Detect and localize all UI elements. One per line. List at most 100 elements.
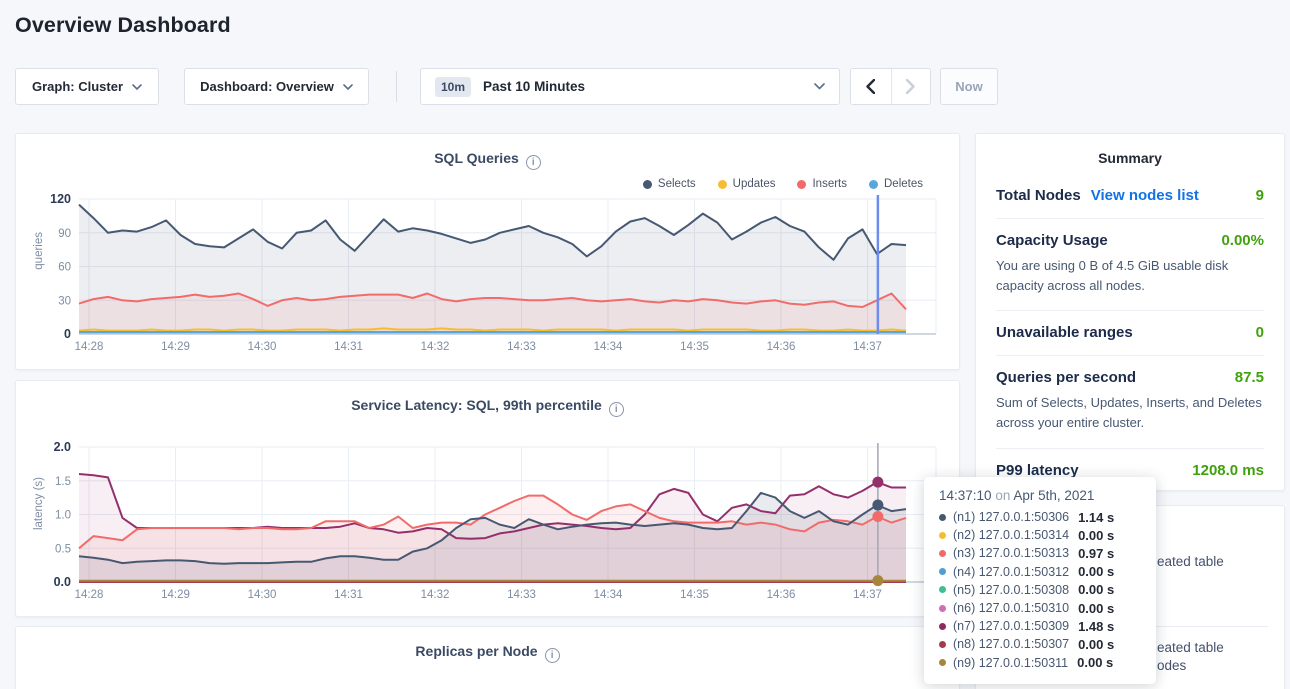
tooltip-node-value: 0.97 s <box>1078 546 1114 561</box>
summary-value: 0 <box>1256 324 1264 341</box>
svg-text:14:34: 14:34 <box>594 341 623 353</box>
sql-queries-card: SQL Queriesi SelectsUpdatesInsertsDelete… <box>15 133 960 370</box>
tooltip-node-value: 1.14 s <box>1078 510 1114 525</box>
svg-text:0.0: 0.0 <box>54 575 71 589</box>
summary-panel: Summary Total Nodes View nodes list 9 Ca… <box>975 133 1285 491</box>
svg-text:14:32: 14:32 <box>421 589 450 601</box>
svg-text:14:34: 14:34 <box>594 589 623 601</box>
tooltip-node-value: 1.48 s <box>1078 619 1114 634</box>
info-icon[interactable]: i <box>545 648 560 663</box>
tooltip-node-label: (n1) 127.0.0.1:50306 <box>953 510 1069 524</box>
time-range-label: Past 10 Minutes <box>483 79 802 94</box>
tooltip-row: (n8) 127.0.0.1:50307 0.00 s <box>939 635 1141 653</box>
tooltip-row: (n2) 127.0.0.1:50314 0.00 s <box>939 526 1141 544</box>
svg-text:0.5: 0.5 <box>55 543 71 555</box>
graph-dropdown[interactable]: Graph: Cluster <box>15 68 159 105</box>
svg-text:60: 60 <box>58 262 71 274</box>
svg-text:14:35: 14:35 <box>680 589 709 601</box>
svg-text:14:30: 14:30 <box>248 341 277 353</box>
tooltip-node-value: 0.00 s <box>1078 564 1114 579</box>
svg-text:120: 120 <box>50 192 71 206</box>
time-range-badge: 10m <box>435 77 471 97</box>
summary-queries-per-second: Queries per second 87.5 Sum of Selects, … <box>996 356 1264 448</box>
summary-unavailable-ranges: Unavailable ranges 0 <box>996 311 1264 356</box>
sql-queries-chart[interactable]: 14:2814:2914:3014:3114:3214:3314:3414:35… <box>16 134 959 366</box>
tooltip-row: (n4) 127.0.0.1:50312 0.00 s <box>939 563 1141 581</box>
series-dot <box>939 605 946 612</box>
svg-text:14:33: 14:33 <box>507 589 536 601</box>
page-title: Overview Dashboard <box>15 13 231 38</box>
summary-label: Unavailable ranges <box>996 324 1133 341</box>
chevron-down-icon <box>132 84 142 90</box>
summary-value: 87.5 <box>1235 369 1264 386</box>
svg-text:14:37: 14:37 <box>853 341 882 353</box>
svg-text:14:29: 14:29 <box>161 341 190 353</box>
tooltip-node-value: 0.00 s <box>1078 528 1114 543</box>
tooltip-timestamp: 14:37:10 on Apr 5th, 2021 <box>939 488 1141 503</box>
tooltip-node-value: 0.00 s <box>1077 655 1113 670</box>
tooltip-node-label: (n8) 127.0.0.1:50307 <box>953 637 1069 651</box>
chevron-left-icon <box>866 79 875 94</box>
tooltip-node-value: 0.00 s <box>1078 582 1114 597</box>
tooltip-row: (n5) 127.0.0.1:50308 0.00 s <box>939 581 1141 599</box>
tooltip-node-label: (n2) 127.0.0.1:50314 <box>953 528 1069 542</box>
svg-text:14:31: 14:31 <box>334 341 363 353</box>
series-dot <box>939 586 946 593</box>
summary-label: Capacity Usage <box>996 232 1108 249</box>
controls-divider <box>396 71 397 102</box>
svg-text:14:29: 14:29 <box>161 589 190 601</box>
time-prev-button[interactable] <box>851 69 891 104</box>
svg-text:14:32: 14:32 <box>421 341 450 353</box>
svg-text:14:36: 14:36 <box>767 589 796 601</box>
replicas-per-node-card: Replicas per Nodei <box>15 626 960 689</box>
tooltip-node-label: (n9) 127.0.0.1:50311 <box>953 656 1068 670</box>
now-button[interactable]: Now <box>940 68 998 105</box>
series-dot <box>939 568 946 575</box>
tooltip-row: (n3) 127.0.0.1:503130.97 s <box>939 544 1141 562</box>
time-range-picker[interactable]: 10m Past 10 Minutes <box>420 68 840 105</box>
tooltip-row: (n9) 127.0.0.1:50311 0.00 s <box>939 654 1141 672</box>
service-latency-chart[interactable]: 14:28 14:29 14:30 14:31 14:32 14:33 14:34 14:35… <box>16 381 959 613</box>
svg-text:14:30: 14:30 <box>248 589 277 601</box>
summary-value: 0.00% <box>1221 232 1264 249</box>
svg-text:14:31: 14:31 <box>334 589 363 601</box>
svg-text:90: 90 <box>58 228 71 240</box>
svg-text:2.0: 2.0 <box>54 440 71 454</box>
chart-hover-tooltip: 14:37:10 on Apr 5th, 2021 (n1) 127.0.0.1… <box>924 477 1156 684</box>
tooltip-node-label: (n5) 127.0.0.1:50308 <box>953 583 1069 597</box>
chevron-down-icon <box>814 83 825 90</box>
summary-description: You are using 0 B of 4.5 GiB usable disk… <box>996 256 1264 296</box>
series-dot <box>939 641 946 648</box>
series-dot <box>939 550 946 557</box>
svg-text:14:28: 14:28 <box>75 589 104 601</box>
series-dot <box>939 659 946 666</box>
svg-text:14:36: 14:36 <box>767 341 796 353</box>
dashboard-dropdown-label: Dashboard: Overview <box>200 79 334 94</box>
summary-description: Sum of Selects, Updates, Inserts, and De… <box>996 393 1264 433</box>
graph-dropdown-label: Graph: Cluster <box>32 79 123 94</box>
service-latency-card: Service Latency: SQL, 99th percentilei l… <box>15 380 960 617</box>
tooltip-node-label: (n4) 127.0.0.1:50312 <box>953 565 1069 579</box>
event-text-fragment: eated table <box>1157 640 1224 655</box>
time-shift-buttons <box>850 68 931 105</box>
view-nodes-list-link[interactable]: View nodes list <box>1091 187 1199 204</box>
summary-value: 1208.0 ms <box>1192 462 1264 479</box>
chevron-right-icon <box>906 79 915 94</box>
series-dot <box>939 532 946 539</box>
time-next-button[interactable] <box>891 69 931 104</box>
tooltip-node-label: (n7) 127.0.0.1:50309 <box>953 619 1069 633</box>
dashboard-dropdown[interactable]: Dashboard: Overview <box>184 68 369 105</box>
summary-title: Summary <box>996 150 1264 166</box>
svg-text:1.0: 1.0 <box>55 510 71 522</box>
svg-text:14:28: 14:28 <box>75 341 104 353</box>
summary-label: P99 latency <box>996 462 1079 479</box>
tooltip-node-value: 0.00 s <box>1078 637 1114 652</box>
series-dot <box>939 514 946 521</box>
svg-text:14:37: 14:37 <box>853 589 882 601</box>
summary-label: Total Nodes <box>996 187 1081 204</box>
replicas-per-node-title: Replicas per Nodei <box>16 643 959 663</box>
summary-label: Queries per second <box>996 369 1136 386</box>
svg-text:1.5: 1.5 <box>55 476 71 488</box>
tooltip-row: (n7) 127.0.0.1:50309 1.48 s <box>939 617 1141 635</box>
tooltip-row: (n1) 127.0.0.1:50306 1.14 s <box>939 508 1141 526</box>
